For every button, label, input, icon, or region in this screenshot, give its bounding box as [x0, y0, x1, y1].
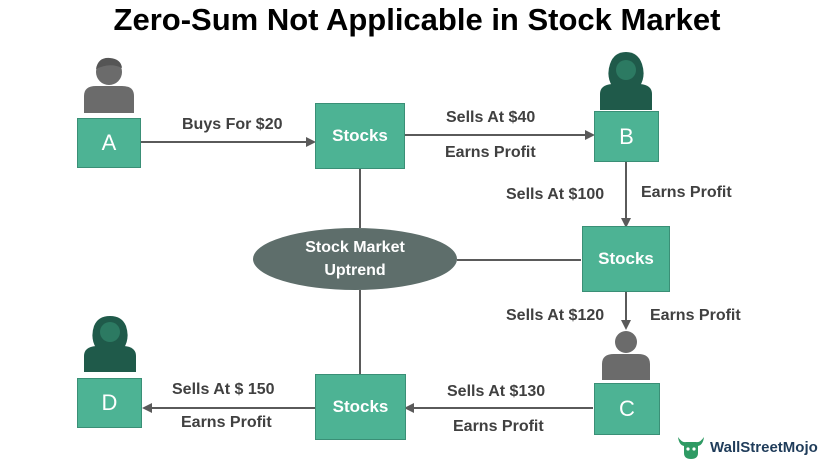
center-line-1: Stock Market — [305, 239, 405, 256]
male-person-icon — [84, 57, 134, 113]
label-c-sells: Sells At $130 — [447, 383, 546, 400]
label-d-profit: Earns Profit — [181, 414, 272, 431]
label-b-sells: Sells At $100 — [506, 186, 605, 203]
label-top-sells: Sells At $40 — [446, 109, 536, 126]
female-person-icon — [600, 52, 652, 110]
center-line-2: Uptrend — [324, 262, 386, 279]
bull-logo-icon — [678, 437, 704, 459]
stock-market-uptrend-ellipse: Stock Market Uptrend — [253, 228, 457, 290]
brand-name: WallStreetMojo — [710, 438, 818, 456]
node-b: B — [594, 111, 659, 162]
label-c-profit: Earns Profit — [453, 418, 544, 435]
label-right-profit: Earns Profit — [650, 307, 741, 324]
stocks-box-bottom: Stocks — [315, 374, 406, 440]
stocks-box-top: Stocks — [315, 103, 405, 169]
label-right-sells: Sells At $120 — [506, 307, 605, 324]
page-title: Zero-Sum Not Applicable in Stock Market — [113, 2, 721, 37]
label-b-profit: Earns Profit — [641, 184, 732, 201]
stocks-box-right: Stocks — [582, 226, 670, 292]
brand-logo: WallStreetMojo — [676, 432, 818, 462]
male-person-icon — [602, 331, 650, 380]
node-c: C — [594, 383, 660, 435]
label-d-sells: Sells At $ 150 — [172, 381, 275, 398]
node-a: A — [77, 118, 141, 168]
female-person-icon — [84, 316, 136, 372]
label-a-buys: Buys For $20 — [182, 116, 283, 133]
node-d: D — [77, 378, 142, 428]
label-top-profit: Earns Profit — [445, 144, 536, 161]
